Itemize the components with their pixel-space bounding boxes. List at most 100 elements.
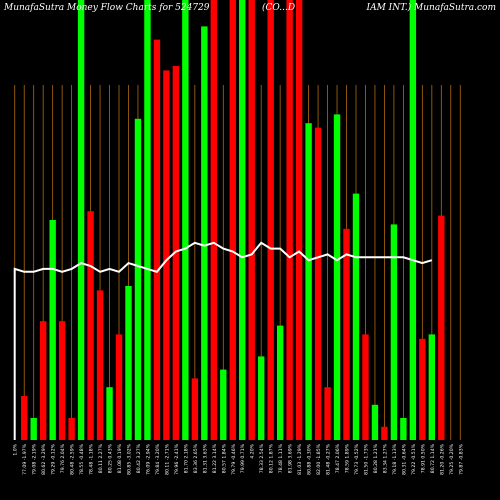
bar — [362, 334, 369, 440]
bar — [163, 70, 170, 441]
bar — [115, 334, 123, 440]
x-tick-label: 79.84 -3.20% — [155, 443, 161, 474]
x-tick-label: 81.70 2.18% — [183, 443, 189, 473]
header-right-title: IAM INT.) MunafaSutra.com — [366, 3, 496, 13]
x-tick-label: 83.36 2.65% — [193, 443, 199, 473]
bar — [371, 404, 379, 440]
x-tick-label: 80.28 1.21% — [373, 443, 379, 473]
x-tick-label: 81.08 0.19% — [117, 443, 123, 473]
bar — [134, 118, 142, 441]
x-tick-label: 81.98 3.69% — [288, 443, 294, 473]
bar — [30, 418, 37, 440]
bar — [352, 193, 360, 440]
bar — [267, 0, 274, 440]
bar — [125, 286, 132, 440]
x-tick-label: 78.55 -0.48% — [79, 443, 85, 474]
x-tick-label: 79.87 -0.83% — [458, 443, 464, 474]
x-tick-label: 81.48 -0.27% — [326, 443, 332, 474]
bar — [343, 228, 350, 440]
x-tick-label: 79.29 -0.12% — [51, 443, 57, 474]
bar — [400, 418, 407, 440]
x-tick-label: 78.47 2.06% — [335, 443, 341, 473]
x-tick-label: 77.09 -1.97% — [22, 443, 28, 474]
bar — [428, 334, 436, 440]
money-flow-line-group — [13, 241, 433, 440]
bar — [390, 224, 398, 440]
x-tick-label: 79.25 -0.20% — [449, 443, 455, 474]
bar — [314, 127, 322, 440]
bar — [333, 114, 341, 441]
x-tick-label: 79.08 -2.19% — [32, 443, 38, 474]
x-tick-label: 81.03 -1.29% — [297, 443, 303, 474]
bar — [248, 0, 255, 440]
bar — [21, 396, 28, 440]
bar — [153, 39, 161, 440]
x-tick-label: 80.12 1.87% — [269, 443, 275, 473]
bar — [381, 426, 388, 440]
x-tick-label: 80.31 -0.64% — [401, 443, 407, 474]
x-tick-label: 78.91 0.50% — [420, 443, 426, 473]
x-tick-label: 81.31 3.63% — [202, 443, 208, 473]
x-tick-label: 81.20 -0.26% — [439, 443, 445, 474]
bar — [96, 290, 104, 440]
x-tick-label: 79.96 -2.41% — [174, 443, 180, 474]
bar — [295, 0, 303, 440]
x-tick-label: 78.59 1.89% — [345, 443, 351, 473]
bar — [419, 338, 426, 440]
bar — [210, 0, 218, 440]
bar — [58, 321, 66, 440]
bar — [172, 66, 180, 440]
bar — [77, 0, 85, 440]
header-middle-title: (CO...D — [262, 3, 296, 13]
bar — [220, 369, 227, 440]
x-tick-label: 1.0% — [13, 443, 19, 455]
bar — [201, 26, 208, 441]
money-flow-line — [13, 241, 433, 440]
x-tick-label: 78.48 1.11% — [278, 443, 284, 473]
x-tick-label: 79.99 0.71% — [240, 443, 246, 473]
bar — [191, 378, 199, 440]
x-tick-label: 82.00 -1.85% — [316, 443, 322, 474]
bar — [286, 0, 293, 440]
bar — [239, 0, 246, 440]
x-tick-label: 79.73 -0.52% — [354, 443, 360, 474]
x-tick-label: 79.79 -0.46% — [231, 443, 237, 474]
x-tick-label: 4.20% — [250, 443, 256, 458]
x-tick-labels: 1.0% 77.09 -1.97% 79.08 -2.19% 80.62 -3.29%… — [13, 443, 465, 475]
bar — [39, 321, 47, 440]
x-tick-label: 80.42 3.27% — [136, 443, 142, 473]
x-tick-label: 80.85 -3.02% — [126, 443, 132, 474]
x-tick-label: 79.18 -1.13% — [392, 443, 398, 474]
bar — [68, 418, 75, 440]
bar — [49, 220, 56, 440]
bar — [409, 0, 417, 440]
header-left-title: MunafaSutra Money Flow Charts for 524729 — [4, 3, 210, 13]
x-tick-label: 80.62 -3.29% — [41, 443, 47, 474]
x-tick-label: 80.25 0.43% — [108, 443, 114, 473]
x-tick-label: 80.88 -0.30% — [307, 443, 313, 474]
x-tick-label: 81.22 3.14% — [212, 443, 218, 473]
x-tick-label: 83.34 1.27% — [382, 443, 388, 473]
bar — [276, 325, 284, 440]
x-tick-label: 80.48 -2.59% — [70, 443, 76, 474]
x-tick-label: 80.57 1.84% — [221, 443, 227, 473]
x-tick-label: 76.09 -2.94% — [145, 443, 151, 474]
bar — [106, 387, 113, 440]
bars — [21, 0, 445, 441]
x-tick-label: 78.48 -1.18% — [89, 443, 95, 474]
bar — [438, 215, 445, 440]
x-tick-label: 80.72 1.14% — [430, 443, 436, 473]
x-tick-label: 79.22 -0.51% — [411, 443, 417, 474]
bar — [324, 387, 331, 440]
bar — [87, 211, 94, 440]
x-tick-label: 81.50 -1.73% — [363, 443, 369, 474]
x-tick-label: 78.33 2.54% — [259, 443, 265, 473]
bar — [257, 356, 265, 440]
bar — [182, 0, 189, 440]
bar — [229, 0, 236, 440]
x-tick-label: 80.11 -2.71% — [164, 443, 170, 474]
x-tick-label: 79.76 2.04% — [60, 443, 66, 473]
bar — [144, 0, 151, 440]
bar — [305, 123, 312, 440]
